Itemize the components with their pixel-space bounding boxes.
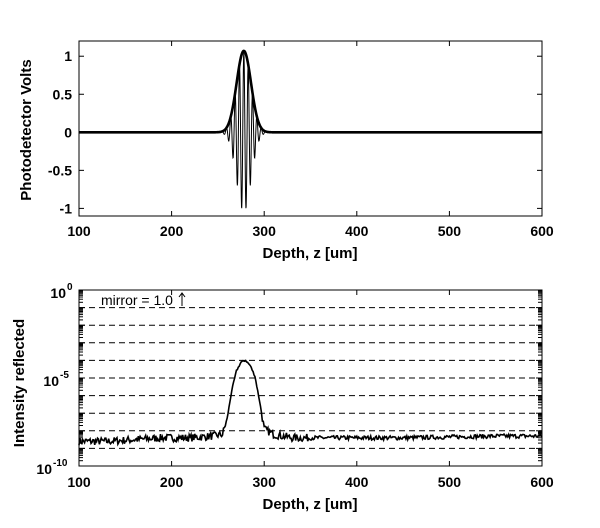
y-tick-label-top: 1 bbox=[64, 48, 72, 64]
mirror-annotation: mirror = 1.0 bbox=[101, 292, 173, 308]
x-tick-label-top: 300 bbox=[253, 223, 277, 239]
x-tick-label-top: 600 bbox=[530, 223, 554, 239]
y-tick-label-bottom-exponent: 0 bbox=[67, 282, 73, 293]
plot-frame-bottom bbox=[78, 289, 543, 467]
x-tick-label-bottom: 300 bbox=[253, 474, 277, 490]
y-tick-label-bottom-exponent: -10 bbox=[53, 458, 68, 469]
series-bottom bbox=[78, 359, 543, 447]
gridlines-bottom bbox=[79, 307, 542, 449]
x-tick-label-bottom: 200 bbox=[160, 474, 184, 490]
x-tick-label-top: 200 bbox=[160, 223, 184, 239]
y-axis-title-top: Photodetector Volts bbox=[18, 59, 35, 200]
y-tick-label-bottom: 10 bbox=[36, 461, 52, 477]
y-tick-label-top: -1 bbox=[60, 200, 73, 216]
tick-marks-bottom bbox=[78, 290, 543, 467]
y-tick-labels-top: -1 -0.5 0 0.5 1 bbox=[48, 48, 72, 216]
x-tick-labels-bottom: 100 200 300 400 500 600 bbox=[67, 474, 554, 490]
x-tick-label-bottom: 100 bbox=[67, 474, 91, 490]
x-tick-label-bottom: 400 bbox=[345, 474, 369, 490]
x-tick-label-top: 400 bbox=[345, 223, 369, 239]
y-axis-title-bottom: Intensity reflected bbox=[11, 319, 28, 447]
plot-area-top bbox=[79, 41, 542, 216]
x-tick-label-bottom: 500 bbox=[438, 474, 462, 490]
y-tick-label-bottom: 10 bbox=[43, 373, 59, 389]
plot-frame-top bbox=[78, 40, 543, 217]
reflectance-series-line bbox=[78, 359, 543, 447]
x-axis-title-top: Depth, z [um] bbox=[263, 245, 358, 262]
y-tick-label-top: 0 bbox=[64, 124, 72, 140]
y-tick-label-bottom: 10 bbox=[50, 285, 66, 301]
x-tick-label-top: 100 bbox=[67, 223, 91, 239]
x-tick-label-top: 500 bbox=[438, 223, 462, 239]
chart-top: 100 200 300 400 500 600 -1 -0.5 0 0.5 1 Depth, z … bbox=[18, 40, 554, 262]
x-tick-label-bottom: 600 bbox=[530, 474, 554, 490]
x-tick-labels-top: 100 200 300 400 500 600 bbox=[67, 223, 554, 239]
series-top bbox=[79, 49, 542, 209]
envelope-series-line bbox=[79, 49, 542, 134]
y-tick-label-top: -0.5 bbox=[48, 162, 72, 178]
y-tick-label-top: 0.5 bbox=[53, 86, 73, 102]
x-axis-title-bottom: Depth, z [um] bbox=[263, 496, 358, 513]
y-tick-label-bottom-exponent: -5 bbox=[60, 370, 69, 381]
arrow-up-icon bbox=[178, 292, 186, 306]
